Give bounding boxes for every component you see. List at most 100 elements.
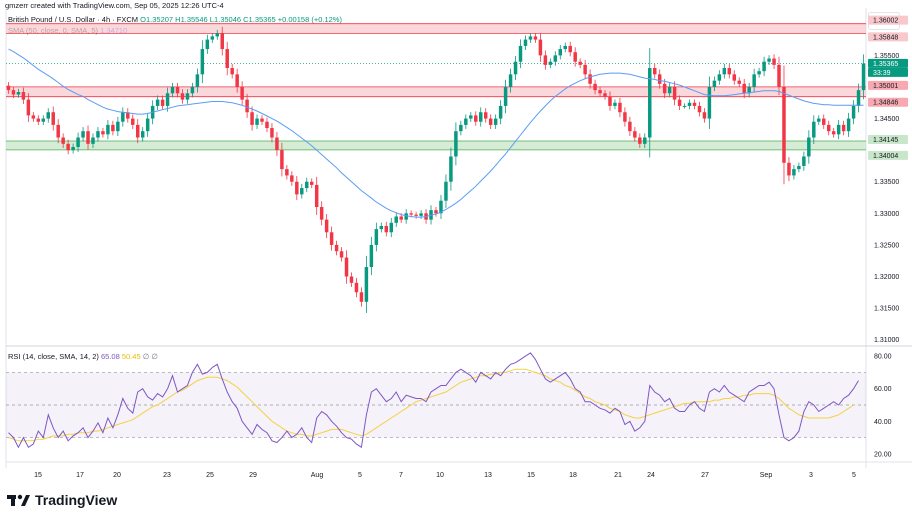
candle-body <box>225 49 229 69</box>
price-badge-label: 1.36002 <box>873 18 898 25</box>
candle-body <box>702 112 707 119</box>
candle-body <box>46 112 50 119</box>
symbol-legend: British Pound / U.S. Dollar · 4h · FXCM … <box>8 15 342 24</box>
candle-body <box>394 216 398 223</box>
candle-body <box>493 118 498 125</box>
candle-body <box>41 118 46 122</box>
candle-body <box>543 55 548 65</box>
candle-body <box>245 99 249 113</box>
candle-body <box>280 150 284 170</box>
candle-body <box>349 276 354 283</box>
candle-body <box>329 232 334 245</box>
price-badge-label: 33:39 <box>873 70 891 77</box>
price-tick-label: 1.34500 <box>874 116 899 123</box>
candle-body <box>722 68 727 75</box>
candle-body <box>652 68 657 75</box>
candle-body <box>682 105 687 107</box>
price-tick-label: 1.31000 <box>874 337 899 344</box>
candle-body <box>200 49 205 75</box>
candle-body <box>374 229 379 245</box>
candle-body <box>454 131 458 157</box>
candle-body <box>180 93 185 100</box>
candle-body <box>851 105 856 119</box>
candle-body <box>787 162 791 176</box>
candle-body <box>667 86 672 94</box>
price-badge: 1.34145 <box>868 134 908 144</box>
candle-body <box>11 90 16 95</box>
rsi-ma-value: 50.45 <box>121 352 141 361</box>
candle-body <box>309 181 314 185</box>
candle-body <box>643 137 647 144</box>
candle-body <box>255 118 259 125</box>
candle-body <box>717 74 722 81</box>
candle-body <box>533 36 538 40</box>
candle-body <box>528 36 533 40</box>
time-tick-label: 5 <box>358 472 362 479</box>
candle-body <box>344 257 349 277</box>
candle-body <box>300 188 304 195</box>
candle-body <box>66 143 70 151</box>
price-badge-label: 1.35365 <box>873 61 898 68</box>
candle-body <box>712 80 717 87</box>
candle-body <box>121 112 125 122</box>
price-badge: 1.35848 <box>868 32 908 42</box>
candle-body <box>419 213 423 216</box>
candle-body <box>657 74 662 84</box>
candle-body <box>275 137 279 151</box>
price-badge: 1.34846 <box>868 97 908 107</box>
candle-body <box>817 118 821 122</box>
candle-body <box>265 121 269 129</box>
price-badge-bg <box>868 134 908 144</box>
sma-line <box>8 48 864 218</box>
candle-body <box>747 86 751 94</box>
price-badge-bg <box>868 58 908 68</box>
candle-body <box>409 213 413 215</box>
candle-body <box>71 146 75 151</box>
price-badge-bg <box>868 32 908 42</box>
candle-body <box>479 112 483 122</box>
candle-body <box>812 121 816 138</box>
candle-body <box>91 137 95 144</box>
candle-body <box>822 118 826 125</box>
candle-body <box>16 92 21 95</box>
candle-body <box>598 90 602 94</box>
price-badge: 33:39 <box>868 67 908 77</box>
time-tick-label: 10 <box>436 472 444 479</box>
candle-body <box>31 115 36 119</box>
candle-body <box>538 39 543 56</box>
price-tick-label: 1.35500 <box>874 53 899 60</box>
price-badge-label: 1.34004 <box>873 153 898 160</box>
candle-body <box>81 131 85 138</box>
candle-body <box>116 121 120 132</box>
candle-body <box>126 112 130 119</box>
candle-body <box>503 86 508 106</box>
candle-body <box>672 86 677 100</box>
candle-body <box>762 61 766 72</box>
candle-body <box>772 58 776 65</box>
candle-body <box>369 244 374 268</box>
candle-body <box>305 181 309 189</box>
time-tick-label: 21 <box>614 472 622 479</box>
candle-body <box>334 244 339 252</box>
brand-name: TradingView <box>35 492 118 508</box>
candle-body <box>483 112 488 119</box>
price-badge: 1.34004 <box>868 150 908 160</box>
time-tick-label: 29 <box>249 472 257 479</box>
candle-body <box>662 83 667 94</box>
candle-body <box>608 96 612 106</box>
candle-body <box>593 83 597 91</box>
candle-body <box>324 219 329 233</box>
candle-body <box>404 213 408 220</box>
time-tick-label: 27 <box>701 472 709 479</box>
candle-body <box>856 90 861 106</box>
candle-body <box>568 45 572 53</box>
candle-body <box>618 102 622 113</box>
candle-body <box>836 124 841 135</box>
price-badge-bg <box>868 15 908 25</box>
candle-body <box>727 68 732 75</box>
candle-body <box>449 156 453 182</box>
price-tick-label: 1.31500 <box>874 306 899 313</box>
candle-body <box>190 86 195 94</box>
candle-body <box>21 92 26 100</box>
